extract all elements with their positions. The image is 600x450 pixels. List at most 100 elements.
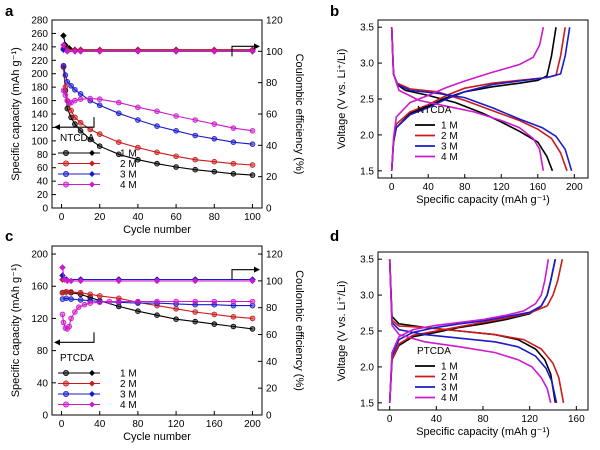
capacity-point bbox=[68, 83, 74, 89]
y-tick-label: 1.5 bbox=[360, 166, 374, 177]
y-tick-label: 2.0 bbox=[360, 130, 374, 141]
x-tick-label: 160 bbox=[529, 182, 546, 193]
capacity-point bbox=[135, 156, 141, 163]
x-tick-label: 0 bbox=[387, 414, 393, 425]
x-tick-label: 60 bbox=[171, 212, 183, 223]
capacity-point bbox=[60, 87, 67, 94]
x-axis-label: Cycle number bbox=[123, 224, 191, 236]
efficiency-point bbox=[172, 47, 180, 55]
capacity-point bbox=[211, 311, 218, 318]
capacity-point bbox=[154, 312, 160, 319]
series-c-4M bbox=[59, 264, 256, 332]
capacity-point bbox=[64, 79, 71, 85]
capacity-point bbox=[173, 316, 179, 323]
y2-axis-label: Coulombic efficiency (%) bbox=[293, 54, 305, 175]
x-tick-label: 40 bbox=[94, 419, 106, 430]
capacity-point bbox=[75, 304, 82, 311]
panel-letter: b bbox=[330, 3, 339, 20]
y2-axis-label: Coulombic efficiency (%) bbox=[293, 270, 305, 391]
x-tick-label: 120 bbox=[493, 182, 510, 193]
efficiency-point bbox=[210, 47, 218, 55]
y-tick-label: 2.5 bbox=[360, 95, 374, 106]
legend-label: 3 M bbox=[441, 142, 458, 153]
legend-label: 4 M bbox=[441, 393, 458, 404]
arrow-right-efficiency bbox=[231, 45, 256, 57]
material-label: PTCDA bbox=[60, 353, 94, 364]
legend-marker bbox=[89, 181, 95, 188]
y2-tick-label: 40 bbox=[266, 357, 278, 368]
capacity-point bbox=[66, 323, 72, 330]
capacity-point bbox=[211, 298, 218, 305]
plot-frame bbox=[51, 245, 263, 416]
capacity-point bbox=[68, 107, 74, 114]
y-tick-label: 60 bbox=[37, 163, 49, 174]
series-a-1M bbox=[60, 32, 256, 178]
capacity-point bbox=[173, 128, 179, 134]
capacity-point bbox=[249, 162, 256, 168]
capacity-point bbox=[249, 326, 256, 332]
capacity-point bbox=[211, 136, 218, 142]
capacity-point bbox=[211, 158, 218, 165]
capacity-point bbox=[192, 318, 199, 325]
legend-label: 4 M bbox=[120, 180, 137, 191]
x-tick-label: 160 bbox=[568, 414, 585, 425]
y-tick-label: 0 bbox=[42, 204, 48, 215]
legend-marker bbox=[89, 160, 95, 167]
capacity-point bbox=[87, 95, 93, 102]
capacity-point bbox=[211, 168, 218, 175]
capacity-point bbox=[77, 91, 84, 97]
capacity-point bbox=[192, 156, 199, 163]
capacity-point bbox=[192, 132, 199, 139]
capacity-point bbox=[77, 297, 84, 303]
y-tick-label: 80 bbox=[37, 150, 49, 161]
y-tick-label: 3.0 bbox=[360, 59, 374, 70]
capacity-point bbox=[72, 87, 78, 93]
y2-tick-label: 20 bbox=[266, 384, 278, 395]
x-tick-label: 40 bbox=[431, 414, 443, 425]
capacity-point bbox=[116, 139, 122, 146]
legend-marker bbox=[89, 171, 95, 177]
material-label: NTCDA bbox=[417, 105, 452, 116]
legend-marker bbox=[89, 401, 95, 408]
capacity-point bbox=[63, 295, 70, 302]
efficiency-point bbox=[191, 277, 199, 285]
y-tick-label: 180 bbox=[31, 83, 48, 94]
x-tick-label: 40 bbox=[132, 212, 144, 223]
arrow-left-capacity bbox=[58, 332, 95, 343]
y-tick-label: 100 bbox=[31, 136, 48, 147]
y2-tick-label: 80 bbox=[266, 303, 278, 314]
y-tick-label: 140 bbox=[31, 110, 48, 121]
efficiency-point bbox=[60, 41, 67, 49]
capacity-point bbox=[96, 102, 103, 109]
capacity-point bbox=[249, 298, 256, 305]
x-tick-label: 200 bbox=[566, 182, 583, 193]
efficiency-point bbox=[60, 32, 67, 40]
capacity-point bbox=[62, 72, 69, 78]
efficiency-line bbox=[63, 47, 253, 51]
capacity-point bbox=[63, 289, 70, 295]
y-tick-label: 240 bbox=[31, 42, 48, 53]
plot-area bbox=[60, 32, 256, 178]
series-b-4M bbox=[390, 27, 545, 171]
y-tick-label: 200 bbox=[31, 250, 48, 261]
capacity-point bbox=[192, 117, 199, 123]
plot-frame bbox=[377, 19, 589, 179]
legend-marker bbox=[89, 150, 95, 156]
y2-tick-label: 60 bbox=[266, 330, 278, 341]
legend-marker bbox=[63, 380, 70, 387]
legend-marker bbox=[89, 370, 95, 376]
charge-curve bbox=[388, 259, 557, 403]
x-tick-label: 200 bbox=[244, 419, 261, 430]
y-tick-label: 2.0 bbox=[360, 362, 374, 373]
capacity-point bbox=[87, 300, 93, 306]
y-tick-label: 2.5 bbox=[360, 327, 374, 338]
capacity-point bbox=[87, 136, 93, 143]
capacity-point bbox=[77, 289, 84, 296]
efficiency-point bbox=[67, 277, 75, 285]
panel-letter: d bbox=[330, 228, 339, 245]
capacity-point bbox=[96, 143, 103, 150]
y-tick-label: 200 bbox=[31, 69, 48, 80]
efficiency-line bbox=[62, 35, 253, 51]
efficiency-point bbox=[249, 277, 256, 285]
